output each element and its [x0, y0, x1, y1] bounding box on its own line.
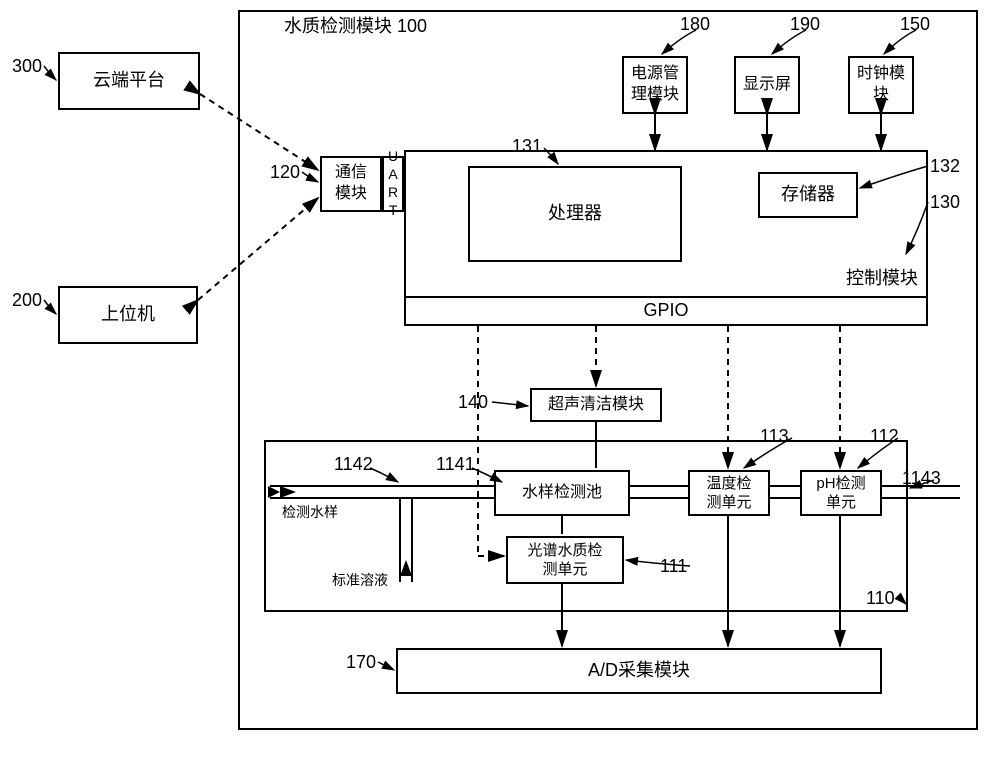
clock-module-label: 时钟模 块 — [857, 64, 905, 106]
flow-sample-label: 检测水样 — [282, 502, 338, 522]
cpu-label: 处理器 — [548, 202, 602, 225]
ref-1142: 1142 — [334, 454, 373, 475]
pool-label: 水样检测池 — [522, 483, 602, 504]
ref-111: 111 — [660, 556, 687, 577]
pool-box: 水样检测池 — [494, 470, 630, 516]
ref-132: 132 — [930, 156, 960, 177]
screen-label: 显示屏 — [743, 75, 791, 96]
ref-1143: 1143 — [902, 468, 941, 489]
memory-box: 存储器 — [758, 172, 858, 218]
comm-module-box: 通信 模块 — [320, 156, 382, 212]
cloud-platform-box: 云端平台 — [58, 52, 200, 110]
adc-label: A/D采集模块 — [588, 659, 690, 682]
temp-label: 温度检 测单元 — [706, 474, 751, 513]
comm-module-label: 通信 模块 — [335, 163, 367, 205]
ref-140: 140 — [458, 392, 488, 413]
gpio-bar: GPIO — [404, 296, 928, 326]
ref-112: 112 — [870, 426, 899, 447]
flow-standard-label: 标准溶液 — [332, 570, 388, 590]
ref-190: 190 — [790, 14, 820, 35]
temp-box: 温度检 测单元 — [688, 470, 770, 516]
ph-label: pH检测 单元 — [816, 474, 865, 513]
ref-1141: 1141 — [436, 454, 475, 475]
ref-200: 200 — [12, 290, 42, 311]
ultrasonic-label: 超声清洁模块 — [548, 395, 644, 416]
clock-module-box: 时钟模 块 — [848, 56, 914, 114]
ref-110: 110 — [866, 588, 895, 609]
ref-180: 180 — [680, 14, 710, 35]
main-module-box — [238, 10, 978, 730]
uart-box: UART — [382, 156, 404, 212]
ref-130: 130 — [930, 192, 960, 213]
power-module-label: 电源管 理模块 — [631, 64, 679, 106]
ref-150: 150 — [900, 14, 930, 35]
spectral-box: 光谱水质检 测单元 — [506, 536, 624, 584]
spectral-label: 光谱水质检 测单元 — [527, 541, 602, 580]
cloud-platform-label: 云端平台 — [93, 69, 165, 92]
ultrasonic-box: 超声清洁模块 — [530, 388, 662, 422]
control-module-label: 控制模块 — [846, 267, 918, 290]
gpio-label: GPIO — [643, 299, 688, 322]
memory-label: 存储器 — [781, 183, 835, 206]
ref-300: 300 — [12, 56, 42, 77]
power-module-box: 电源管 理模块 — [622, 56, 688, 114]
adc-box: A/D采集模块 — [396, 648, 882, 694]
ref-170: 170 — [346, 652, 376, 673]
ref-120: 120 — [270, 162, 300, 183]
cpu-box: 处理器 — [468, 166, 682, 262]
ref-131: 131 — [512, 136, 542, 157]
ref-113: 113 — [760, 426, 789, 447]
screen-box: 显示屏 — [734, 56, 800, 114]
main-title: 水质检测模块 100 — [278, 12, 433, 38]
uart-label: UART — [384, 148, 402, 220]
ph-box: pH检测 单元 — [800, 470, 882, 516]
host-computer-label: 上位机 — [101, 303, 155, 326]
host-computer-box: 上位机 — [58, 286, 198, 344]
